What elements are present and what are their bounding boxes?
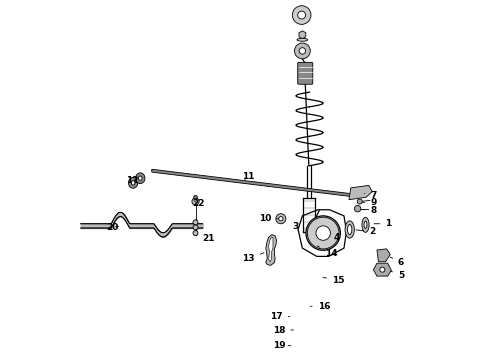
Text: 12: 12 [126, 176, 138, 185]
Text: 13: 13 [243, 253, 264, 264]
Text: 5: 5 [391, 270, 404, 279]
Ellipse shape [362, 217, 369, 232]
Text: 7: 7 [365, 190, 377, 199]
Text: 22: 22 [192, 199, 205, 208]
Text: 6: 6 [390, 257, 404, 267]
Circle shape [279, 217, 283, 221]
Text: 4: 4 [327, 233, 340, 242]
Circle shape [192, 198, 199, 205]
Polygon shape [152, 169, 351, 197]
Polygon shape [349, 185, 372, 200]
Text: 20: 20 [106, 223, 119, 232]
Circle shape [306, 216, 341, 250]
Text: 3: 3 [292, 222, 304, 231]
Circle shape [298, 11, 306, 19]
Text: 21: 21 [196, 233, 215, 243]
Ellipse shape [139, 176, 142, 180]
Ellipse shape [131, 181, 135, 185]
Circle shape [294, 43, 310, 59]
Text: 8: 8 [363, 206, 376, 215]
Ellipse shape [128, 177, 138, 188]
Text: 15: 15 [323, 276, 344, 285]
Circle shape [276, 214, 286, 224]
Polygon shape [377, 249, 390, 262]
Text: 16: 16 [310, 302, 330, 311]
Text: 9: 9 [363, 198, 377, 207]
Circle shape [193, 230, 198, 235]
Circle shape [299, 48, 306, 54]
FancyBboxPatch shape [298, 62, 313, 84]
Circle shape [194, 195, 197, 199]
Text: 11: 11 [243, 172, 255, 181]
Ellipse shape [345, 221, 354, 238]
Text: 10: 10 [259, 214, 279, 223]
Text: 19: 19 [273, 341, 291, 350]
Circle shape [193, 220, 198, 225]
Circle shape [293, 6, 311, 24]
Text: 18: 18 [273, 326, 294, 335]
Circle shape [316, 226, 330, 240]
Text: 17: 17 [270, 312, 290, 321]
Ellipse shape [297, 39, 308, 41]
Polygon shape [373, 263, 392, 276]
Circle shape [354, 206, 361, 212]
Text: 1: 1 [374, 219, 392, 228]
Circle shape [357, 199, 362, 204]
Ellipse shape [136, 173, 145, 184]
Polygon shape [299, 31, 306, 39]
Circle shape [380, 267, 385, 272]
Text: 2: 2 [356, 228, 375, 237]
Polygon shape [266, 234, 276, 265]
Ellipse shape [364, 221, 367, 228]
Text: 14: 14 [318, 246, 338, 258]
Ellipse shape [347, 225, 352, 234]
Circle shape [193, 225, 198, 230]
Polygon shape [269, 237, 273, 262]
